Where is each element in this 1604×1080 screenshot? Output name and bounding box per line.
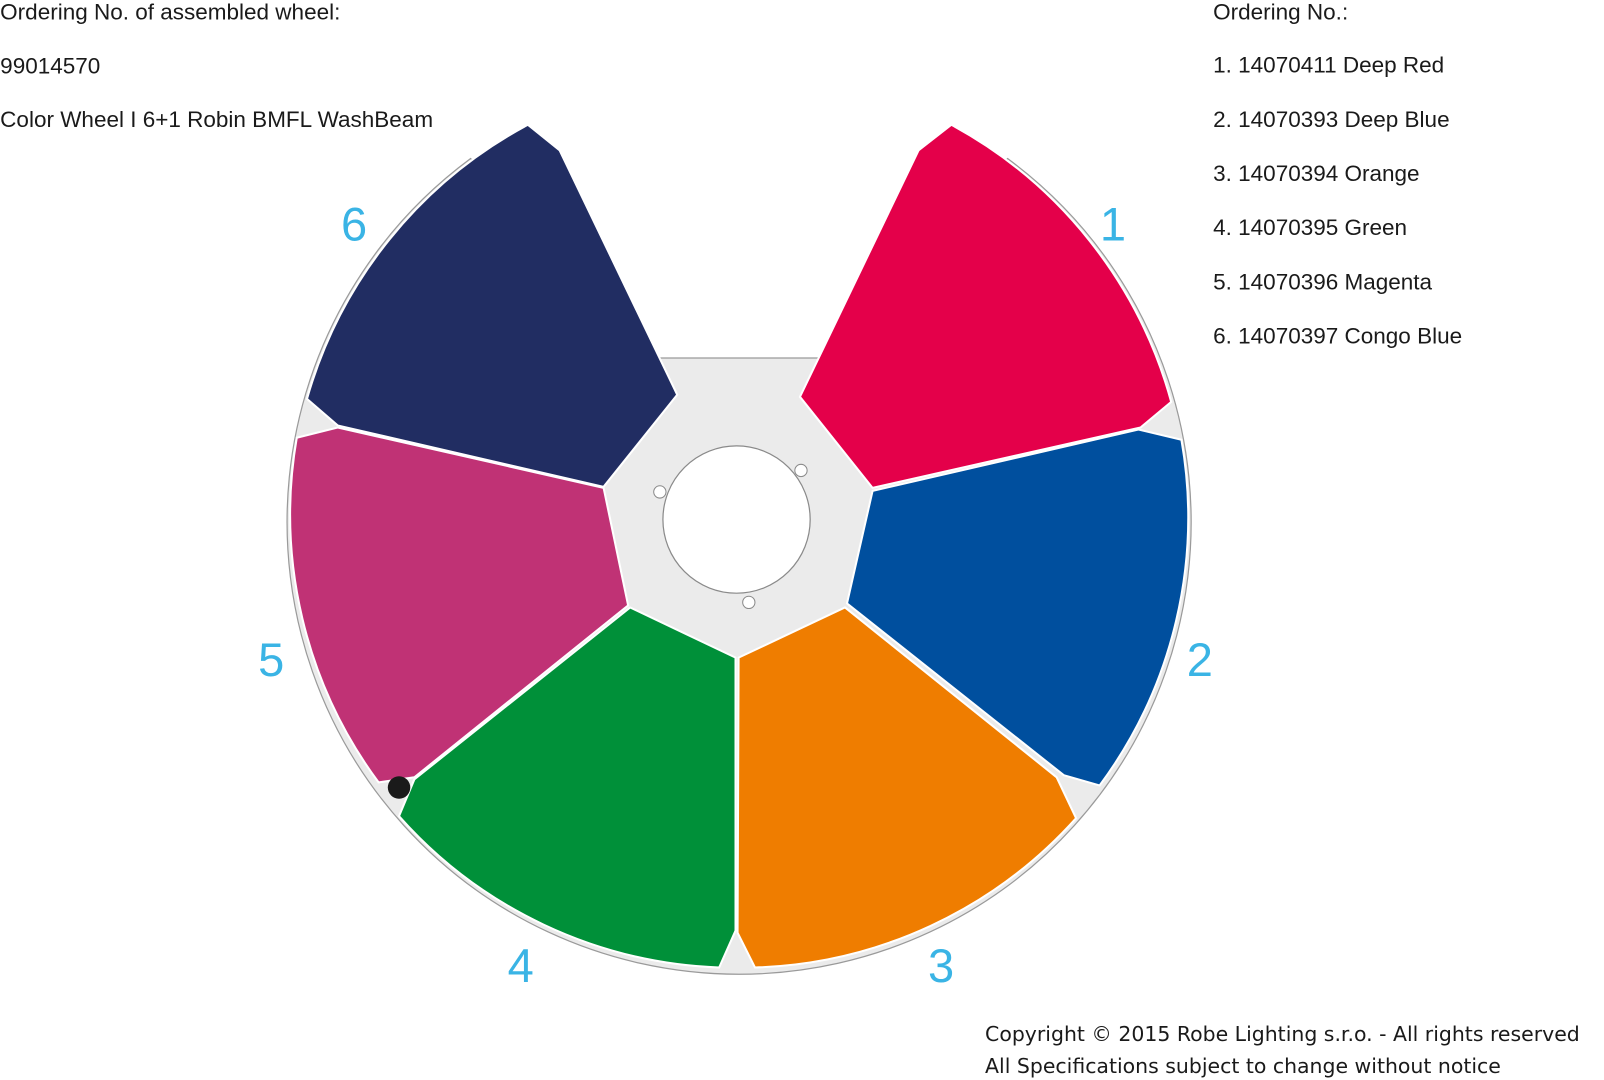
position-number-3: 3 [928, 939, 954, 992]
index-marker-dot [387, 776, 411, 799]
wheel-name: Color Wheel I 6+1 Robin BMFL WashBeam [0, 107, 433, 132]
filter-segment-3 [736, 606, 1078, 969]
ordering-item-6: 6. 14070397 Congo Blue [1213, 324, 1462, 349]
position-number-1: 1 [1100, 197, 1126, 250]
filter-segment-5 [289, 426, 630, 784]
mounting-hole [653, 485, 667, 499]
filter-segment-1 [798, 123, 1173, 489]
ordering-item-5: 5. 14070396 Magenta [1213, 269, 1432, 294]
position-number-2: 2 [1187, 633, 1213, 686]
ordering-item-3: 3. 14070394 Orange [1213, 161, 1419, 186]
position-number-4: 4 [508, 939, 534, 992]
assembled-wheel-number: 99014570 [0, 54, 100, 79]
copyright-text: Copyright © 2015 Robe Lighting s.r.o. - … [985, 1022, 1580, 1046]
filter-segment-4 [397, 606, 737, 969]
hub-hole [662, 445, 811, 594]
filter-segment-2 [845, 428, 1190, 787]
ordering-item-2: 2. 14070393 Deep Blue [1213, 107, 1449, 132]
position-number-6: 6 [341, 197, 367, 250]
ordering-title: Ordering No.: [1213, 0, 1348, 24]
assembled-wheel-label: Ordering No. of assembled wheel: [0, 0, 340, 24]
position-number-5: 5 [258, 633, 284, 686]
filter-segment-6 [305, 123, 679, 488]
ordering-item-4: 4. 14070395 Green [1213, 215, 1407, 240]
specifications-notice: All Specifications subject to change wit… [985, 1054, 1501, 1078]
mounting-hole [742, 595, 756, 610]
mounting-hole [794, 463, 808, 478]
ordering-item-1: 1. 14070411 Deep Red [1213, 53, 1444, 78]
